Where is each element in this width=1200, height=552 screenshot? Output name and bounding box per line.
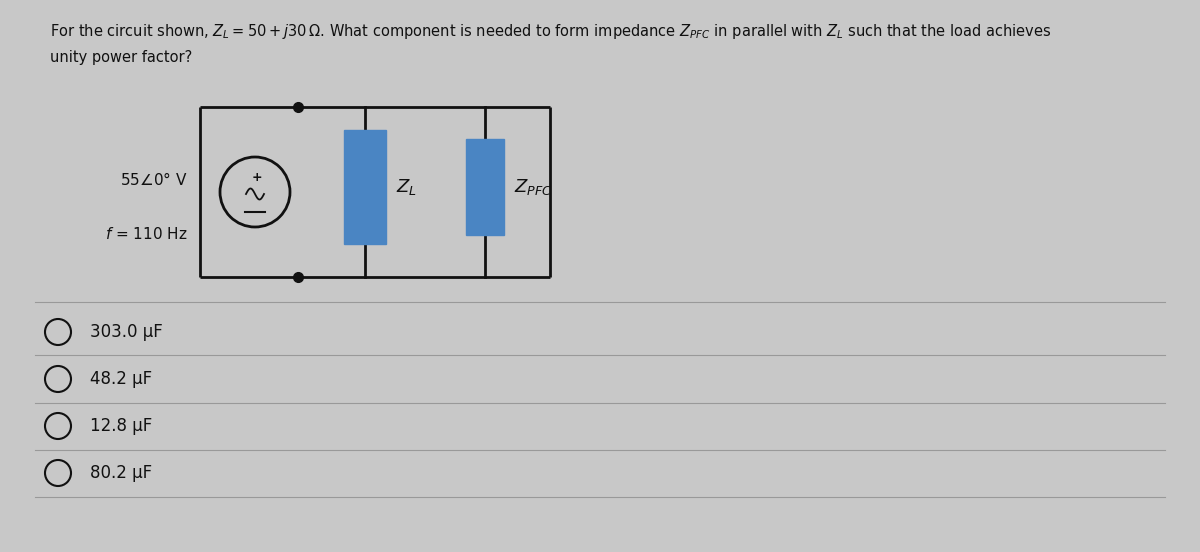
- Text: +: +: [252, 172, 263, 184]
- Text: 303.0 μF: 303.0 μF: [90, 323, 163, 341]
- Text: 55$\angle$0° V: 55$\angle$0° V: [120, 172, 188, 188]
- Text: 48.2 μF: 48.2 μF: [90, 370, 152, 388]
- Text: unity power factor?: unity power factor?: [50, 50, 192, 65]
- Text: 12.8 μF: 12.8 μF: [90, 417, 152, 435]
- Text: 80.2 μF: 80.2 μF: [90, 464, 152, 482]
- Text: For the circuit shown, $Z_L = 50 + j30\,\Omega$. What component is needed to for: For the circuit shown, $Z_L = 50 + j30\,…: [50, 22, 1051, 41]
- Bar: [466, 140, 504, 235]
- Text: $Z_L$: $Z_L$: [396, 177, 418, 197]
- Bar: [344, 130, 386, 245]
- Text: $f$ = 110 Hz: $f$ = 110 Hz: [106, 226, 188, 242]
- Text: $Z_{PFC}$: $Z_{PFC}$: [514, 177, 552, 197]
